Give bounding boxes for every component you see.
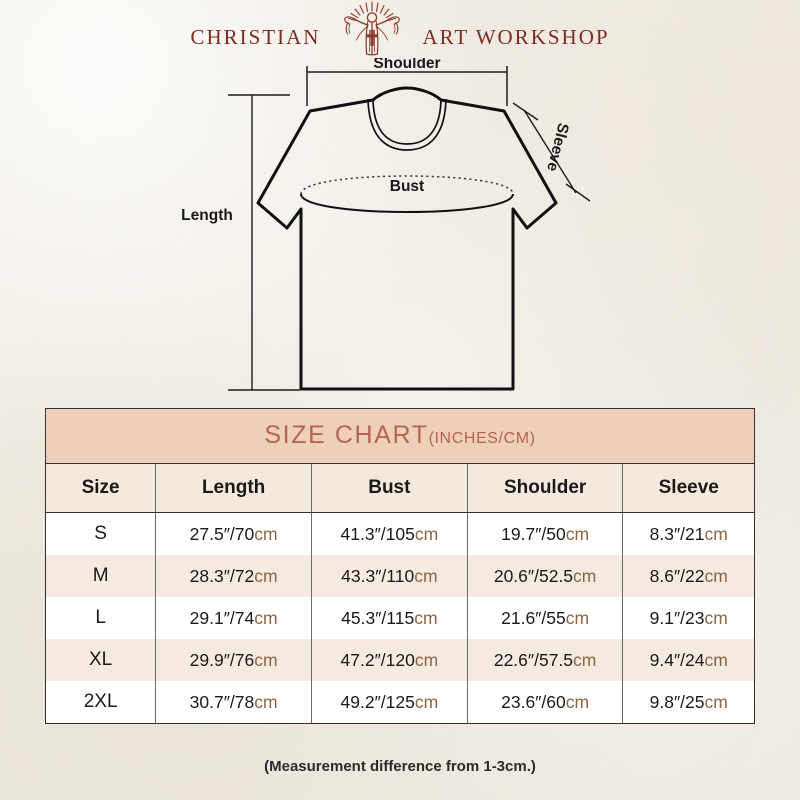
sleeve-dimension-line xyxy=(512,102,591,202)
table-header-row: Size Length Bust Shoulder Sleeve xyxy=(46,464,754,513)
length-dimension-line xyxy=(228,94,300,391)
column-header-length: Length xyxy=(155,464,312,513)
cell-shoulder: 19.7″/50cm xyxy=(467,512,624,555)
cell-bust: 49.2″/125cm xyxy=(311,681,468,723)
tshirt-collar xyxy=(367,98,447,151)
cell-sleeve: 9.8″/25cm xyxy=(622,681,754,723)
brand-name-right: ART WORKSHOP xyxy=(422,24,610,49)
table-row: XL 29.9″/76cm 47.2″/120cm 22.6″/57.5cm 9… xyxy=(46,639,754,681)
cell-length: 29.9″/76cm xyxy=(155,639,312,681)
cell-length: 30.7″/78cm xyxy=(155,681,312,723)
table-row: L 29.1″/74cm 45.3″/115cm 21.6″/55cm 9.1″… xyxy=(46,597,754,639)
column-header-sleeve: Sleeve xyxy=(622,464,754,513)
column-header-bust: Bust xyxy=(311,464,468,513)
cell-shoulder: 22.6″/57.5cm xyxy=(467,639,624,681)
shoulder-dimension-line xyxy=(306,66,508,106)
size-chart-title-units: (INCHES/CM) xyxy=(428,430,536,447)
cell-shoulder: 21.6″/55cm xyxy=(467,597,624,639)
table-row: 2XL 30.7″/78cm 49.2″/125cm 23.6″/60cm 9.… xyxy=(46,681,754,723)
measurements-table: Size Length Bust Shoulder Sleeve S 27.5″… xyxy=(46,464,754,723)
size-chart-title-main: SIZE CHART xyxy=(264,421,429,449)
cell-bust: 41.3″/105cm xyxy=(311,512,468,555)
cell-size: 2XL xyxy=(46,681,157,723)
cell-shoulder: 20.6″/52.5cm xyxy=(467,555,624,597)
tshirt-outline xyxy=(256,86,558,391)
cell-size: M xyxy=(46,555,157,597)
cell-bust: 47.2″/120cm xyxy=(311,639,468,681)
cell-length: 29.1″/74cm xyxy=(155,597,312,639)
cell-bust: 45.3″/115cm xyxy=(311,597,468,639)
cell-sleeve: 8.6″/22cm xyxy=(622,555,754,597)
length-label: Length xyxy=(181,207,233,224)
measurement-note: (Measurement difference from 1-3cm.) xyxy=(264,758,536,775)
tshirt-measurement-diagram: Shoulder Bust Length Sleeve xyxy=(0,55,800,408)
brand-name-left: CHRISTIAN xyxy=(190,24,321,49)
cell-size: L xyxy=(46,597,157,639)
column-header-size: Size xyxy=(46,464,157,513)
cell-sleeve: 9.4″/24cm xyxy=(622,639,754,681)
size-chart-table: SIZE CHART(INCHES/CM) Size Length Bust S… xyxy=(45,408,755,724)
cell-shoulder: 23.6″/60cm xyxy=(467,681,624,723)
cell-bust: 43.3″/110cm xyxy=(311,555,468,597)
column-header-shoulder: Shoulder xyxy=(467,464,624,513)
bust-ellipse xyxy=(300,175,514,213)
cell-length: 27.5″/70cm xyxy=(155,512,312,555)
bust-label: Bust xyxy=(390,178,424,195)
cell-size: S xyxy=(46,512,157,555)
risen-christ-emblem-icon xyxy=(326,0,418,64)
cell-length: 28.3″/72cm xyxy=(155,555,312,597)
table-row: M 28.3″/72cm 43.3″/110cm 20.6″/52.5cm 8.… xyxy=(46,555,754,597)
cell-sleeve: 8.3″/21cm xyxy=(622,512,754,555)
size-chart-title: SIZE CHART(INCHES/CM) xyxy=(46,409,754,464)
brand-header: CHRISTIAN xyxy=(0,1,800,70)
cell-size: XL xyxy=(46,639,157,681)
table-row: S 27.5″/70cm 41.3″/105cm 19.7″/50cm 8.3″… xyxy=(46,512,754,555)
shoulder-label: Shoulder xyxy=(373,58,440,72)
cell-sleeve: 9.1″/23cm xyxy=(622,597,754,639)
